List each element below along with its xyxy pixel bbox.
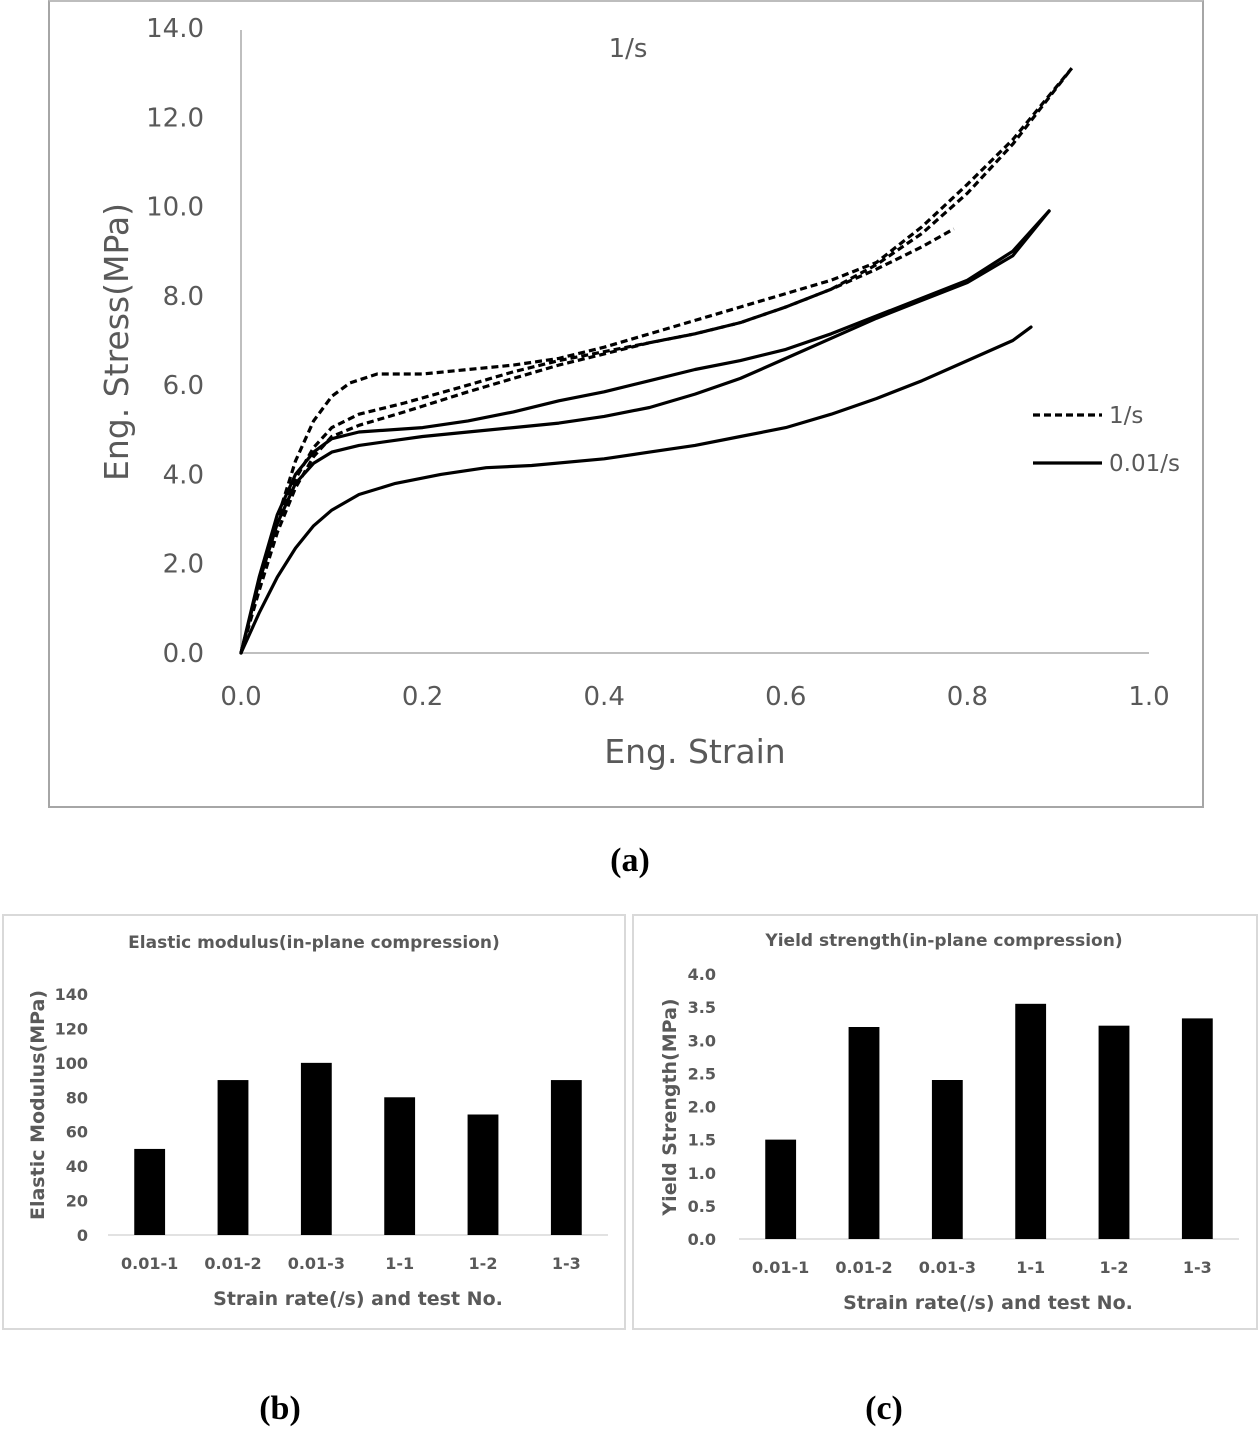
y-tick-label: 1.0 xyxy=(688,1164,716,1183)
bar xyxy=(931,1080,963,1239)
y-tick-label: 8.0 xyxy=(163,282,204,312)
bar xyxy=(1015,1003,1047,1239)
x-axis-title: Eng. Strain xyxy=(604,732,785,771)
chart-title: 1/s xyxy=(609,34,648,64)
y-axis-title: Elastic Modulus(MPa) xyxy=(27,990,49,1220)
y-tick-label: 3.0 xyxy=(688,1031,716,1050)
y-tick-label: 0.0 xyxy=(163,639,204,669)
y-tick-label: 60 xyxy=(66,1123,88,1142)
series-line xyxy=(239,209,1051,655)
x-tick-label: 1-2 xyxy=(469,1254,498,1273)
x-tick-label: 1-2 xyxy=(1100,1258,1129,1277)
chart-title: Elastic modulus(in-plane compression) xyxy=(128,933,500,953)
x-tick-label: 0.6 xyxy=(765,682,806,712)
y-tick-label: 2.0 xyxy=(688,1098,716,1117)
bar xyxy=(134,1148,166,1235)
caption-a: (a) xyxy=(610,842,650,879)
y-tick-label: 12.0 xyxy=(146,103,204,133)
y-tick-label: 1.5 xyxy=(688,1131,716,1150)
legend-label: 0.01/s xyxy=(1109,451,1180,477)
y-tick-label: 4.0 xyxy=(688,965,716,984)
x-tick-label: 0.8 xyxy=(947,682,988,712)
x-tick-label: 1-3 xyxy=(552,1254,581,1273)
x-tick-label: 0.0 xyxy=(220,682,261,712)
y-tick-label: 14.0 xyxy=(146,14,204,44)
x-tick-label: 1.0 xyxy=(1128,682,1169,712)
caption-c: (c) xyxy=(865,1390,903,1427)
y-tick-label: 0 xyxy=(77,1226,88,1245)
y-tick-label: 2.0 xyxy=(163,550,204,580)
bar xyxy=(1098,1025,1130,1239)
bar xyxy=(550,1080,582,1235)
x-tick-label: 0.01-1 xyxy=(752,1258,809,1277)
x-tick-label: 0.4 xyxy=(584,682,625,712)
x-tick-label: 0.01-2 xyxy=(204,1254,261,1273)
x-axis-title: Strain rate(/s) and test No. xyxy=(213,1288,503,1310)
y-axis-title: Yield Strength(MPa) xyxy=(659,998,681,1216)
bar xyxy=(1181,1018,1213,1239)
x-tick-label: 1-3 xyxy=(1183,1258,1212,1277)
y-axis-title: Eng. Stress(MPa) xyxy=(97,203,136,481)
y-tick-label: 120 xyxy=(55,1019,88,1038)
bar xyxy=(848,1027,880,1239)
stress-strain-chart: 0.0 2.0 4.0 6.0 8.0 10.0 12.0 14.0 0.0 0.2 0.4 0.6 0… xyxy=(97,14,1180,771)
bar xyxy=(384,1097,416,1235)
bar xyxy=(217,1080,249,1235)
series-line xyxy=(239,227,955,654)
chart-title: Yield strength(in-plane compression) xyxy=(764,931,1122,951)
bar xyxy=(300,1062,332,1235)
x-tick-label: 0.01-3 xyxy=(919,1258,976,1277)
series-line xyxy=(239,209,1051,655)
series-line xyxy=(239,67,1074,654)
bar xyxy=(765,1139,797,1239)
y-tick-label: 6.0 xyxy=(163,371,204,401)
x-tick-label: 1-1 xyxy=(385,1254,414,1273)
legend-label: 1/s xyxy=(1109,403,1143,429)
series-line xyxy=(239,325,1033,655)
y-tick-label: 140 xyxy=(55,985,88,1004)
y-tick-label: 4.0 xyxy=(163,460,204,490)
x-tick-label: 0.2 xyxy=(402,682,443,712)
y-tick-label: 100 xyxy=(55,1054,88,1073)
x-tick-label: 0.01-3 xyxy=(288,1254,345,1273)
x-tick-label: 0.01-1 xyxy=(121,1254,178,1273)
y-tick-label: 80 xyxy=(66,1088,88,1107)
caption-b: (b) xyxy=(259,1390,301,1427)
y-tick-label: 0.5 xyxy=(688,1197,716,1216)
x-tick-label: 1-1 xyxy=(1016,1258,1045,1277)
y-tick-label: 20 xyxy=(66,1192,88,1211)
y-tick-label: 3.5 xyxy=(688,998,716,1017)
y-tick-label: 0.0 xyxy=(688,1230,716,1249)
bar xyxy=(467,1114,499,1235)
y-tick-label: 2.5 xyxy=(688,1064,716,1083)
y-tick-label: 40 xyxy=(66,1157,88,1176)
y-tick-label: 10.0 xyxy=(146,193,204,223)
x-tick-label: 0.01-2 xyxy=(835,1258,892,1277)
x-axis-title: Strain rate(/s) and test No. xyxy=(843,1292,1133,1314)
